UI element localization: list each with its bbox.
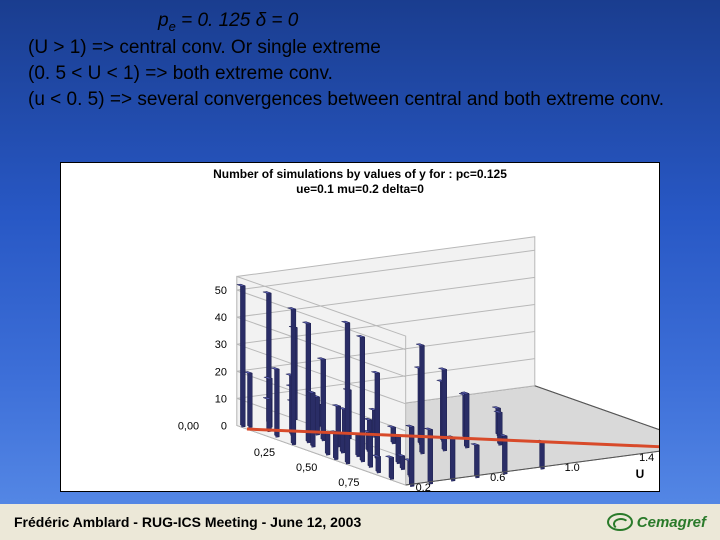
header-text: pe = 0. 125 δ = 0 (U > 1) => central con… — [0, 0, 720, 112]
header-line2: (U > 1) => central conv. Or single extre… — [28, 35, 692, 61]
footer: Frédéric Amblard - RUG-ICS Meeting - Jun… — [0, 504, 720, 540]
header-line1: pe = 0. 125 δ = 0 — [28, 8, 692, 35]
svg-text:20: 20 — [215, 366, 227, 378]
pe-subscript: e — [169, 19, 176, 34]
svg-text:30: 30 — [215, 339, 227, 351]
logo: Cemagref — [607, 513, 706, 531]
pe-symbol: p — [158, 10, 169, 31]
footer-text: Frédéric Amblard - RUG-ICS Meeting - Jun… — [14, 514, 361, 530]
svg-text:0,75: 0,75 — [338, 477, 359, 489]
pe-value: = 0. 125 δ = 0 — [176, 10, 299, 31]
svg-text:0.6: 0.6 — [490, 472, 505, 484]
svg-text:0,00: 0,00 — [178, 420, 199, 432]
svg-text:1.4: 1.4 — [639, 452, 654, 464]
svg-text:50: 50 — [215, 285, 227, 297]
svg-text:0,25: 0,25 — [254, 447, 275, 459]
svg-text:0: 0 — [221, 420, 227, 432]
chart-title-line2: ue=0.1 mu=0.2 delta=0 — [61, 182, 659, 197]
svg-text:1.0: 1.0 — [565, 462, 580, 474]
logo-text: Cemagref — [637, 514, 706, 531]
svg-text:0.2: 0.2 — [416, 482, 431, 491]
slide: pe = 0. 125 δ = 0 (U > 1) => central con… — [0, 0, 720, 540]
plot-area: 504030201000,000,250,500,751,00Y0.20.61.… — [61, 201, 659, 491]
header-line4: (u < 0. 5) => several convergences betwe… — [28, 87, 692, 113]
logo-icon — [607, 513, 633, 531]
svg-text:0,50: 0,50 — [296, 462, 317, 474]
chart-title-line1: Number of simulations by values of y for… — [61, 167, 659, 182]
svg-text:10: 10 — [215, 393, 227, 405]
chart-container: Number of simulations by values of y for… — [60, 162, 660, 492]
chart-svg: 504030201000,000,250,500,751,00Y0.20.61.… — [61, 201, 659, 491]
header-line3: (0. 5 < U < 1) => both extreme conv. — [28, 61, 692, 87]
svg-text:40: 40 — [215, 312, 227, 324]
chart-title: Number of simulations by values of y for… — [61, 163, 659, 199]
svg-text:U: U — [636, 467, 645, 481]
